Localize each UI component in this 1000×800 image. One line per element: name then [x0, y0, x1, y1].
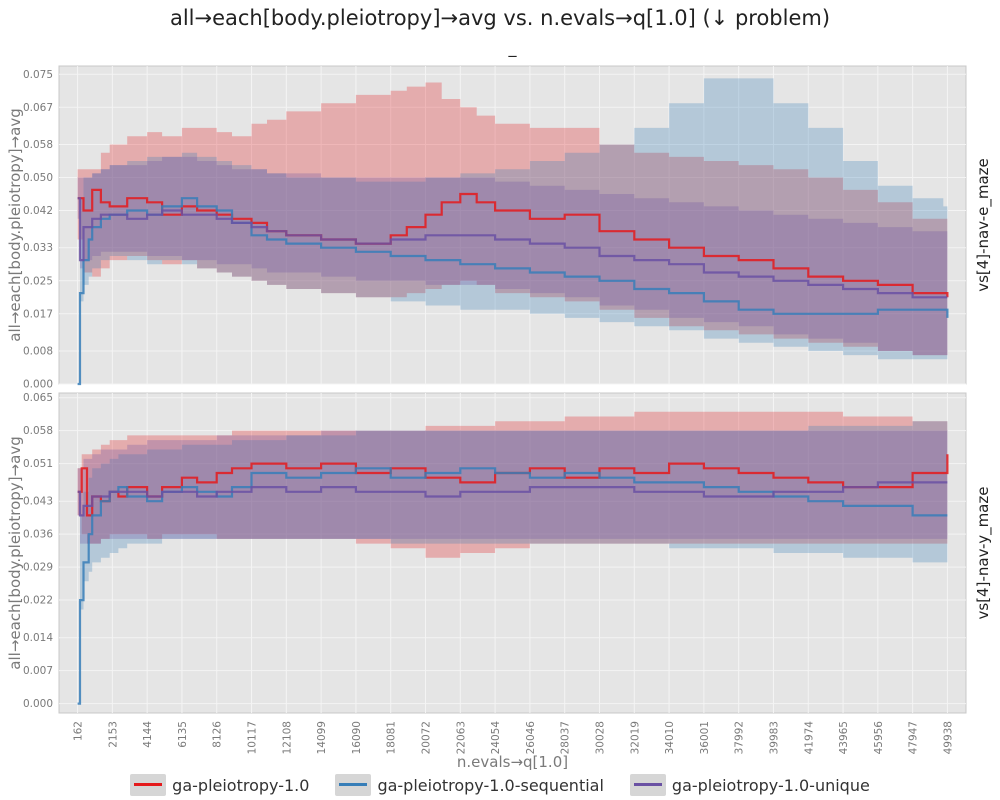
series-band-2 — [77, 78, 948, 385]
series-line-3 — [77, 481, 948, 517]
y-tick-label: 0.008 — [23, 345, 53, 357]
x-tick-label: 34010 — [664, 721, 676, 754]
x-tick-label: 20072 — [421, 721, 433, 754]
y-tick-label: 0.043 — [23, 496, 53, 508]
y-tick-label: 0.000 — [23, 379, 53, 391]
x-tick-label: 49938 — [942, 721, 954, 754]
facet-label: vs[4]-nav-e_maze — [974, 158, 993, 292]
legend-item-ga-pleiotropy-sequential[interactable]: ga-pleiotropy-1.0-sequential — [335, 774, 604, 796]
chart-subtitle: _ — [508, 38, 517, 57]
legend-swatch — [335, 774, 372, 796]
series-line-2 — [77, 197, 949, 386]
x-tick-label: 8126 — [212, 721, 224, 748]
series-band-1 — [77, 411, 948, 558]
y-tick-label: 0.025 — [23, 275, 53, 287]
panel-background — [58, 392, 967, 714]
legend-label: ga-pleiotropy-1.0-sequential — [377, 775, 604, 795]
x-tick-label: 162 — [73, 721, 85, 741]
x-tick-label: 39983 — [768, 721, 780, 754]
y-tick-label: 0.051 — [23, 458, 53, 470]
x-tick-label: 37992 — [734, 721, 746, 754]
y-tick-label: 0.014 — [23, 632, 53, 644]
x-tick-label: 18081 — [386, 721, 398, 754]
x-tick-label: 28037 — [560, 721, 572, 754]
series-band-1 — [77, 82, 948, 360]
x-tick-label: 16090 — [351, 721, 363, 754]
x-tick-label: 45956 — [873, 721, 885, 755]
y-tick-label: 0.050 — [23, 172, 53, 184]
y-tick-label: 0.065 — [23, 392, 53, 404]
x-tick-label: 32019 — [629, 721, 641, 754]
series-line-1 — [77, 188, 949, 298]
panel-background — [58, 65, 967, 385]
x-tick-label: 24054 — [490, 721, 502, 755]
legend-line — [633, 783, 662, 786]
chart-title: all→each[body.pleiotropy]→avg vs. n.eval… — [169, 6, 831, 30]
x-tick-label: 43965 — [838, 721, 850, 754]
y-tick-label: 0.075 — [23, 69, 53, 81]
y-tick-label: 0.000 — [23, 698, 53, 710]
facet-panel-2: 0.000 0.007 0.014 0.022 0.029 0.036 0.043 0.051… — [6, 392, 993, 771]
y-tick-label: 0.058 — [23, 139, 53, 151]
y-tick-label: 0.067 — [23, 102, 53, 114]
legend-label: ga-pleiotropy-1.0 — [172, 775, 310, 795]
legend-line — [134, 783, 163, 786]
x-tick-label: 30028 — [594, 721, 606, 754]
series-band-3 — [77, 156, 948, 360]
series-line-2 — [77, 467, 948, 705]
y-tick-label: 0.007 — [23, 665, 53, 677]
y-axis-label: all→each[body.pleiotropy]→avg — [6, 436, 24, 669]
y-tick-label: 0.029 — [23, 562, 53, 574]
y-tick-label: 0.033 — [23, 242, 53, 254]
x-tick-label: 41974 — [803, 721, 815, 755]
x-tick-label: 6135 — [177, 721, 189, 748]
x-axis-label: n.evals→q[1.0] — [457, 753, 568, 771]
x-tick-label: 47947 — [908, 721, 920, 754]
legend-item-ga-pleiotropy[interactable]: ga-pleiotropy-1.0 — [130, 774, 309, 796]
series-line-3 — [77, 197, 948, 299]
y-axis-label: all→each[body.pleiotropy]→avg — [6, 108, 24, 341]
x-tick-label: 12108 — [281, 721, 293, 754]
y-tick-label: 0.042 — [23, 205, 53, 217]
y-tick-label: 0.036 — [23, 529, 53, 541]
facet-panel-1: 0.000 0.008 0.017 0.025 0.033 0.042 0.050 0.058… — [6, 65, 993, 391]
legend-label: ga-pleiotropy-1.0-unique — [671, 775, 870, 795]
x-tick-label: 4144 — [142, 721, 154, 748]
x-tick-label: 14099 — [316, 721, 328, 754]
y-tick-label: 0.058 — [23, 425, 53, 437]
x-tick-label: 2153 — [107, 721, 119, 748]
x-tick-label: 22063 — [455, 721, 467, 754]
series-band-3 — [77, 430, 948, 544]
x-tick-label: 10117 — [247, 721, 259, 754]
x-tick-label: 36001 — [699, 721, 711, 754]
facet-label: vs[4]-nav-y_maze — [974, 487, 993, 620]
legend: ga-pleiotropy-1.0 ga-pleiotropy-1.0-sequ… — [0, 774, 1000, 796]
legend-swatch — [130, 774, 167, 796]
legend-item-ga-pleiotropy-unique[interactable]: ga-pleiotropy-1.0-unique — [629, 774, 870, 796]
y-tick-label: 0.017 — [23, 308, 53, 320]
y-tick-label: 0.022 — [23, 595, 53, 607]
x-tick-label: 26046 — [525, 721, 537, 755]
legend-swatch — [629, 774, 666, 796]
legend-line — [339, 783, 368, 786]
